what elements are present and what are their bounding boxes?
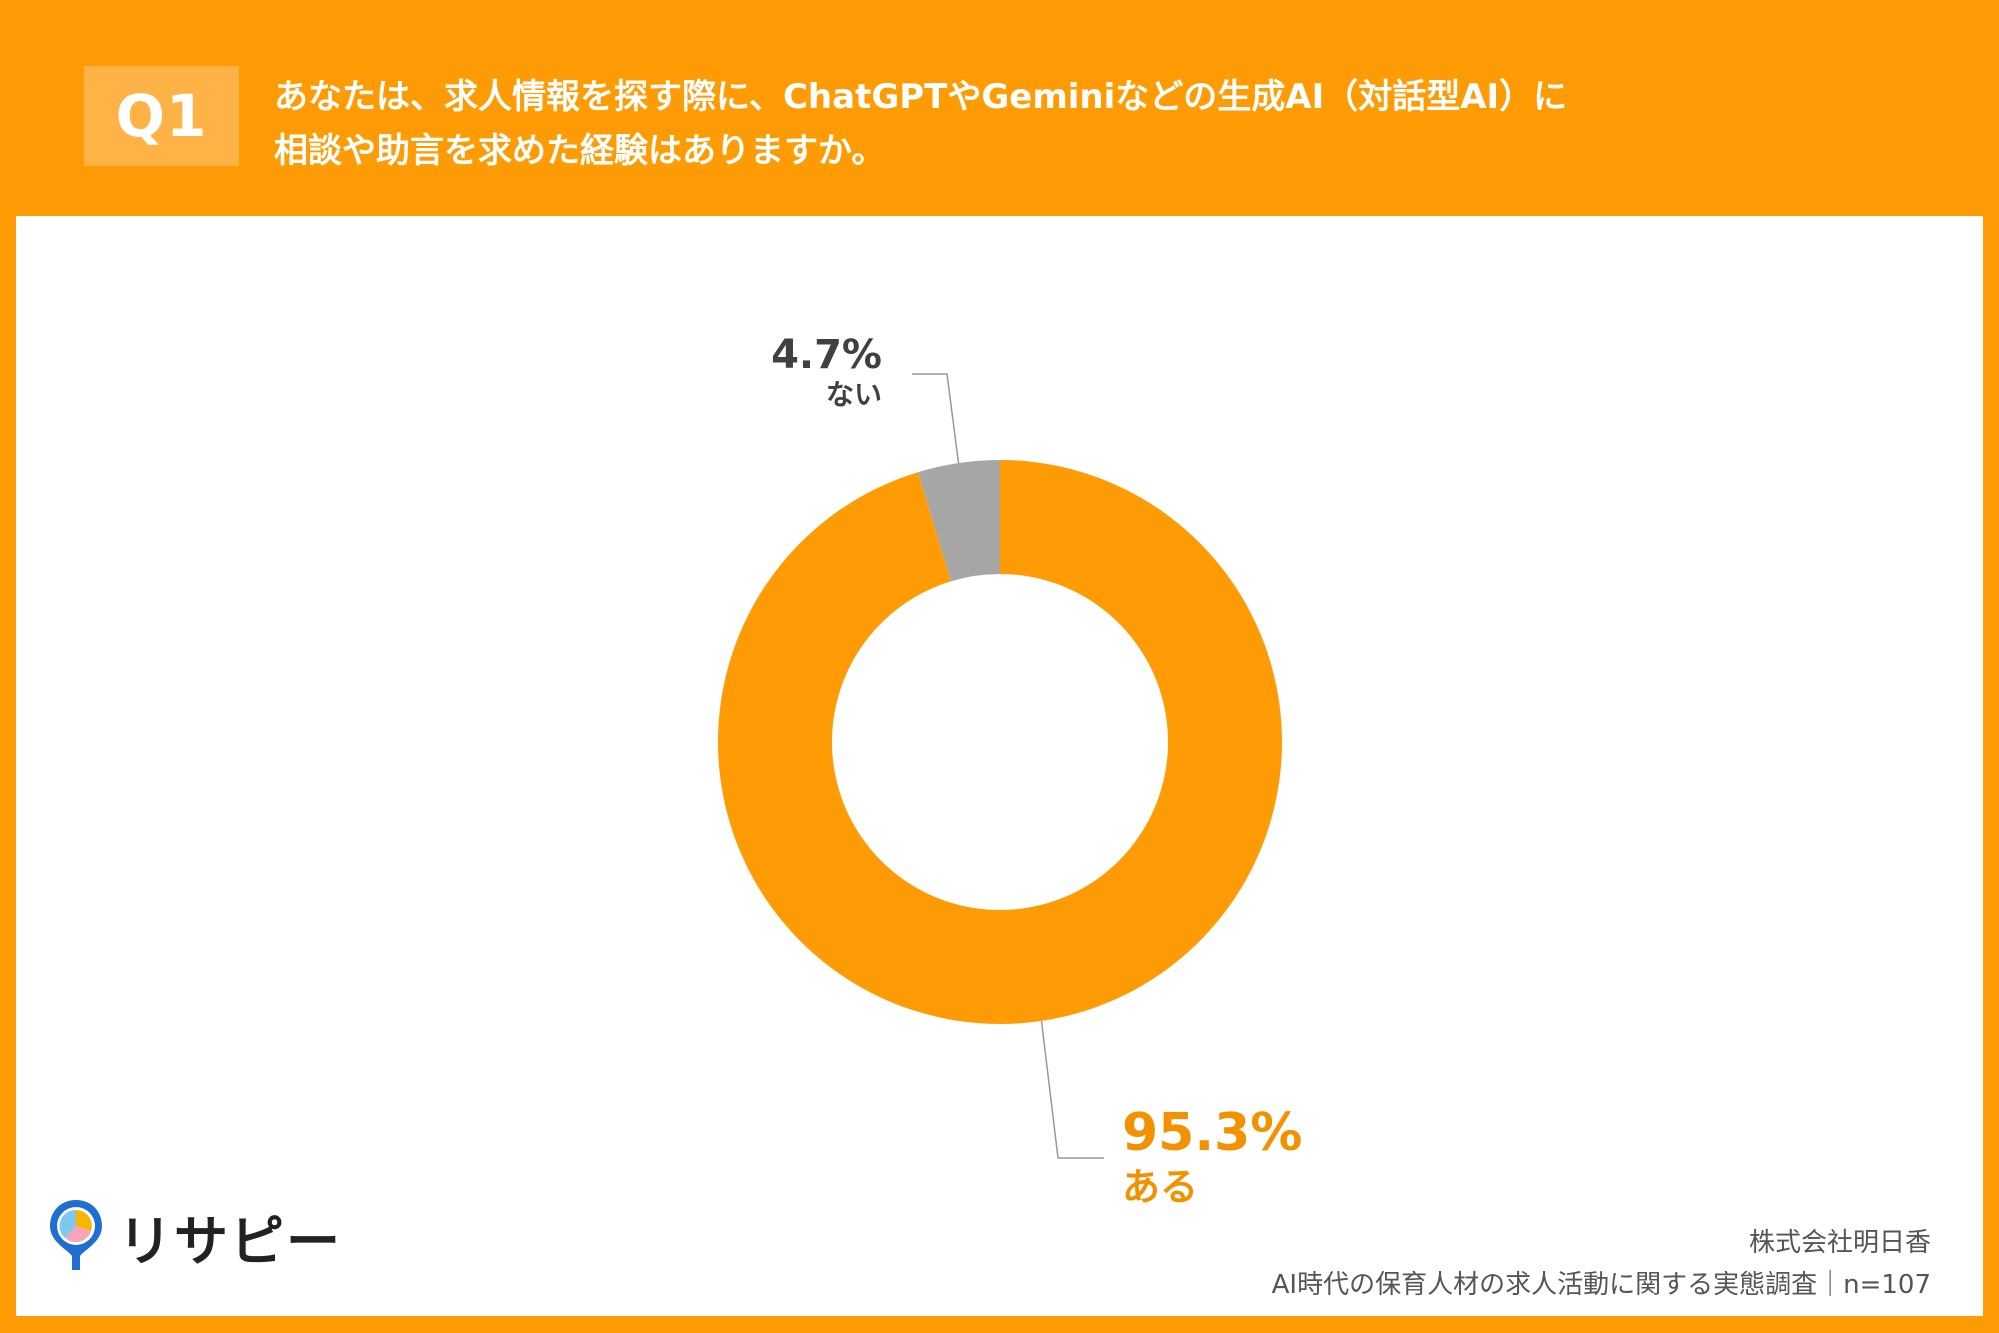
logo: リサピー [46, 1196, 342, 1276]
slice-category-label-0: ある [1122, 1165, 1198, 1209]
footer-survey: AI時代の保育人材の求人活動に関する実態調査｜n=107 [1271, 1270, 1931, 1300]
leader-line-0 [1040, 1020, 1104, 1159]
header: Q1 あなたは、求人情報を探す際に、ChatGPTやGeminiなどの生成AI（… [0, 0, 1999, 215]
footer: 株式会社明日香 AI時代の保育人材の求人活動に関する実態調査｜n=107 [1272, 1222, 1931, 1306]
question-line-2: 相談や助言を求めた経験はありますか。 [274, 131, 886, 171]
donut-slice-1 [917, 460, 1000, 582]
slice-percent-label-1: 4.7% [771, 332, 882, 378]
footer-company: 株式会社明日香 [1748, 1228, 1931, 1258]
logo-pin-icon [50, 1200, 102, 1270]
donut-slice-0 [717, 460, 1283, 1024]
question-text: あなたは、求人情報を探す際に、ChatGPTやGeminiなどの生成AI（対話型… [274, 70, 1924, 178]
question-line-1: あなたは、求人情報を探す際に、ChatGPTやGeminiなどの生成AI（対話型… [274, 77, 1568, 117]
leader-line-1 [912, 373, 960, 464]
chart-panel [16, 216, 1983, 1316]
question-number-badge: Q1 [84, 66, 239, 166]
logo-text: リサピー [118, 1209, 342, 1273]
slice-category-label-1: ない [826, 378, 882, 411]
slice-percent-label-0: 95.3% [1122, 1103, 1302, 1163]
